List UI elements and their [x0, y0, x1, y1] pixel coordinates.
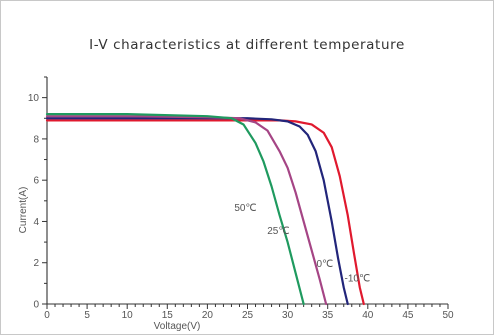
- x-tick-label: 20: [202, 310, 214, 321]
- x-tick-label: 35: [322, 310, 334, 321]
- series-layer: [45, 113, 365, 306]
- y-axis-title: Current(A): [18, 187, 29, 234]
- series-line: [45, 117, 349, 306]
- x-tick-label: 0: [44, 310, 50, 321]
- x-tick-label: 25: [242, 310, 254, 321]
- series-label: 25℃: [267, 226, 289, 237]
- series-label: 0℃: [316, 259, 333, 270]
- y-tick-label: 10: [28, 93, 40, 104]
- series-label: -10℃: [345, 273, 371, 284]
- y-tick-label: 6: [33, 176, 39, 187]
- chart-title: I-V characteristics at different tempera…: [89, 37, 405, 53]
- y-tick-label: 0: [33, 300, 39, 311]
- x-tick-label: 30: [282, 310, 294, 321]
- curve-labels: -10℃ 0℃ 25℃ 50℃: [234, 203, 370, 284]
- x-tick-label: 40: [362, 310, 374, 321]
- series-line: [45, 115, 328, 306]
- x-tick-label: 10: [122, 310, 134, 321]
- x-tick-label: 5: [84, 310, 90, 321]
- y-tick-label: 4: [33, 217, 39, 228]
- series-line: [45, 119, 365, 306]
- y-tick-label: 8: [33, 134, 39, 145]
- x-tick-label: 45: [402, 310, 414, 321]
- y-tick-label: 2: [33, 258, 39, 269]
- x-tick-label: 15: [162, 310, 174, 321]
- series-line: [45, 113, 305, 306]
- x-tick-label: 50: [442, 310, 454, 321]
- series-label: 50℃: [234, 203, 256, 214]
- x-axis-title: Voltage(V): [154, 321, 201, 332]
